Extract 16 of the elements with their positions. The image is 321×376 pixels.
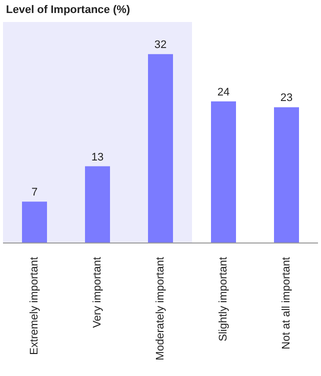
x-tick-label: Slightly important [218,257,230,342]
data-label: 23 [280,92,293,104]
data-label: 24 [217,86,230,98]
data-label: 7 [31,186,38,199]
bar [148,54,173,243]
chart-title: Level of Importance (%) [6,4,130,16]
data-label: 13 [91,151,104,164]
x-tick-label: Very important [92,257,104,328]
bar [211,101,236,243]
bar [85,166,110,243]
bar [22,202,47,243]
x-tick-label: Extremely important [28,257,40,355]
x-tick-label: Moderately important [154,257,166,360]
bar [274,107,299,243]
x-tick-label: Not at all important [280,257,292,350]
data-label: 32 [154,39,167,52]
